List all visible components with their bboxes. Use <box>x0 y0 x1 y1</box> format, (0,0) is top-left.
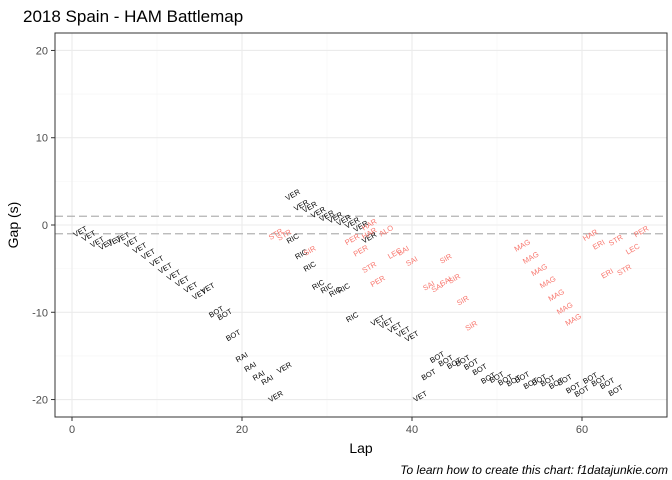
y-tick-label: 20 <box>36 45 48 57</box>
data-label-point: RAI <box>234 350 249 364</box>
data-label-point: SIR <box>302 243 318 257</box>
x-tick-label: 60 <box>576 424 588 436</box>
data-label-point: STR <box>607 232 625 248</box>
data-label-point: SAI <box>404 254 419 268</box>
x-tick-label: 0 <box>69 424 75 436</box>
x-tick-label: 40 <box>406 424 418 436</box>
data-label-point: BOT <box>224 327 242 343</box>
data-label-point: LEC <box>624 241 642 256</box>
data-label-point: RIC <box>302 259 318 274</box>
data-label-point: VET <box>199 281 216 296</box>
chart-title: 2018 Spain - HAM Battlemap <box>23 7 243 26</box>
data-label-point: PER <box>352 243 370 259</box>
data-label-point: STR <box>360 259 378 275</box>
data-label-point: SIR <box>464 318 480 332</box>
data-label-point: SIR <box>438 251 454 265</box>
x-tick-label: 20 <box>236 424 248 436</box>
y-tick-label: 10 <box>36 133 48 145</box>
y-tick-label: -10 <box>32 307 48 319</box>
y-axis-title: Gap (s) <box>5 202 21 249</box>
data-label-point: MAG <box>547 287 566 303</box>
reference-lines <box>55 215 667 235</box>
grid-lines <box>55 33 668 417</box>
data-label-point: SIR <box>447 271 463 285</box>
y-tick-label: -20 <box>32 395 48 407</box>
data-label-point: MAG <box>538 274 557 290</box>
x-axis-title: Lap <box>349 440 373 456</box>
data-label-point: VER <box>267 388 285 404</box>
data-label-point: MAG <box>555 300 574 316</box>
data-label-point: MAG <box>513 237 532 253</box>
y-tick-label: 0 <box>42 220 48 232</box>
data-labels: VETVETVETVETVETVETVETVETVETVETVETVETVETV… <box>72 187 651 404</box>
data-label-point: SIR <box>455 293 471 307</box>
data-label-point: MAG <box>564 311 583 327</box>
data-label-point: STR <box>615 262 633 278</box>
axis-ticks: 0 20 40 60 -20 -10 0 10 20 <box>32 45 588 436</box>
chart-caption: To learn how to create this chart: f1dat… <box>400 463 668 477</box>
data-label-point: RIC <box>336 281 352 296</box>
data-label-point: MAG <box>530 262 549 278</box>
data-label-point: MAG <box>521 249 540 265</box>
data-label-point: PER <box>369 273 387 289</box>
data-label-point: VER <box>275 360 293 376</box>
data-label-point: VET <box>412 389 429 404</box>
data-label-point: PER <box>632 223 650 239</box>
data-label-point: BOT <box>420 367 438 383</box>
data-label-point: ERI <box>591 238 606 252</box>
